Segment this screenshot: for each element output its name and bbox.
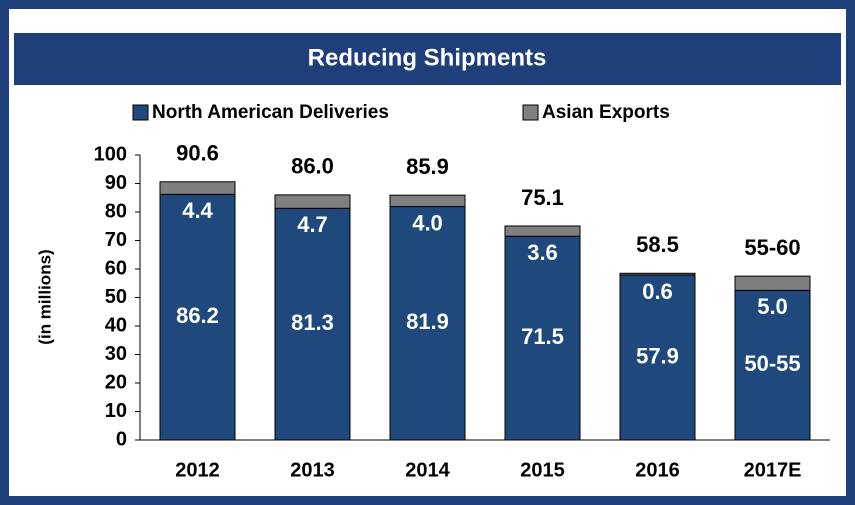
header-band: [14, 33, 841, 85]
value-label: 86.2: [176, 303, 219, 328]
y-tick-label: 60: [105, 257, 127, 279]
legend-swatch: [522, 104, 539, 121]
y-tick-label: 50: [105, 286, 127, 308]
y-tick-label: 0: [116, 428, 127, 450]
y-tick-label: 90: [105, 172, 127, 194]
bar-segment: [159, 181, 236, 195]
total-label: 55-60: [744, 235, 800, 260]
y-tick-label: 80: [105, 200, 127, 222]
value-label: 81.3: [291, 310, 334, 335]
value-label: 0.6: [642, 279, 673, 304]
value-label: 3.6: [527, 240, 558, 265]
value-label: 71.5: [521, 324, 564, 349]
x-tick-label: 2015: [520, 459, 565, 481]
bar-segment: [734, 275, 811, 291]
value-label: 50-55: [744, 351, 800, 376]
chart-title: Reducing Shipments: [308, 44, 547, 71]
bar-segment: [504, 225, 581, 237]
legend-label: North American Deliveries: [152, 102, 389, 123]
total-label: 75.1: [521, 185, 564, 210]
y-tick-label: 70: [105, 229, 127, 251]
x-tick-label: 2013: [290, 459, 335, 481]
total-label: 58.5: [636, 232, 679, 257]
total-label: 85.9: [406, 154, 449, 179]
y-tick-label: 100: [94, 143, 127, 165]
bar-segment: [389, 206, 466, 441]
total-label: 86.0: [291, 154, 334, 179]
value-label: 81.9: [406, 309, 449, 334]
x-tick-label: 2012: [175, 459, 220, 481]
legend-label: Asian Exports: [542, 102, 670, 123]
value-label: 4.7: [297, 212, 328, 237]
y-tick-label: 40: [105, 314, 127, 336]
value-label: 5.0: [757, 294, 788, 319]
value-label: 4.0: [412, 210, 443, 235]
x-tick-label: 2014: [405, 459, 450, 481]
y-tick-label: 10: [105, 400, 127, 422]
x-tick-label: 2017E: [744, 459, 802, 481]
value-label: 57.9: [636, 343, 679, 368]
value-label: 4.4: [182, 198, 213, 223]
y-tick-label: 20: [105, 371, 127, 393]
x-tick-label: 2016: [635, 459, 680, 481]
y-tick-label: 30: [105, 343, 127, 365]
total-label: 90.6: [176, 141, 219, 166]
bar-segment: [274, 207, 351, 441]
bar-segment: [159, 193, 236, 441]
bar-segment: [619, 272, 696, 276]
y-axis-title: (in millions): [35, 249, 54, 344]
bar-segment: [274, 194, 351, 209]
bar-segment: [389, 194, 466, 208]
bar-segment: [619, 274, 696, 441]
legend-swatch: [132, 104, 149, 121]
